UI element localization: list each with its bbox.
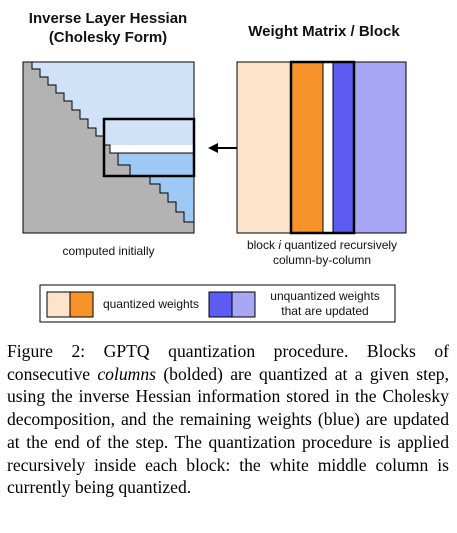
legend-quantized-label: quantized weights xyxy=(96,297,206,312)
legend-swatch-blue xyxy=(208,291,233,318)
left-panel-caption: computed initially xyxy=(23,244,194,259)
quantized-region xyxy=(237,62,291,233)
right-caption-line1: block i quantized recursively xyxy=(222,238,422,253)
legend-swatch-light-orange xyxy=(46,291,71,318)
legend xyxy=(39,284,396,323)
left-title-line2: (Cholesky Form) xyxy=(48,29,168,46)
unquantized-region xyxy=(354,62,406,233)
current-column xyxy=(323,62,333,233)
right-panel-caption: block i quantized recursively column-by-… xyxy=(222,238,422,268)
caption-italic: columns xyxy=(97,363,156,384)
left-title-line1: Inverse Layer Hessian xyxy=(28,10,188,27)
figure-drawing xyxy=(22,60,407,323)
legend-unquantized-line1: unquantized weights xyxy=(270,289,380,303)
right-caption-pre: block xyxy=(246,238,279,252)
right-panel-title: Weight Matrix / Block xyxy=(226,22,422,41)
hessian-matrix xyxy=(22,61,196,234)
legend-swatch-light-blue xyxy=(231,291,256,318)
legend-unquantized-line2: that are updated xyxy=(281,304,369,318)
figure-caption: Figure 2: GPTQ quantization procedure. B… xyxy=(7,340,449,499)
left-caption-text: computed initially xyxy=(62,244,155,258)
right-caption-italic: i xyxy=(278,238,281,252)
weight-matrix xyxy=(236,60,407,235)
legend-swatch-orange xyxy=(69,291,94,318)
hessian-white-row xyxy=(104,145,194,153)
gptq-figure: Inverse Layer Hessian (Cholesky Form) We… xyxy=(8,9,422,323)
right-title-text: Weight Matrix / Block xyxy=(248,23,400,40)
caption-lead: Figure 2: GPTQ quantization procedure. B… xyxy=(7,341,449,384)
left-panel-title: Inverse Layer Hessian (Cholesky Form) xyxy=(8,9,208,47)
current-block-unquantized xyxy=(333,62,354,233)
current-block-quantized xyxy=(291,62,323,233)
legend-unquantized-label: unquantized weights that are updated xyxy=(258,289,392,319)
right-caption-line2: column-by-column xyxy=(272,253,372,267)
caption-rest: (bolded) are quantized at a given step, … xyxy=(7,363,449,498)
legend-quantized-text: quantized weights xyxy=(102,297,200,311)
hessian-blue-band xyxy=(110,153,194,176)
hessian-frame xyxy=(22,61,195,234)
right-caption-post: quantized recursively xyxy=(280,238,398,252)
